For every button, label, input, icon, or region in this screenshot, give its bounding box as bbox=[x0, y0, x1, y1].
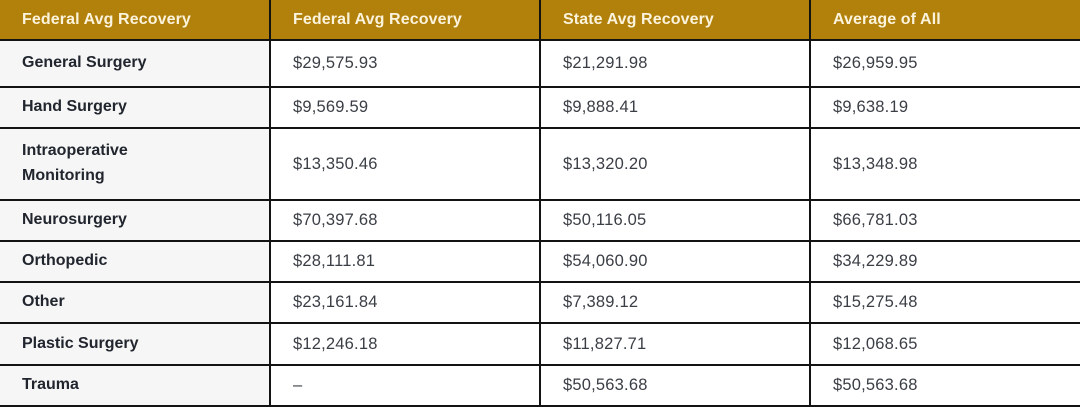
row-category-label: Neurosurgery bbox=[22, 211, 127, 229]
column-header-category: Federal Avg Recovery bbox=[0, 0, 271, 41]
state-avg-recovery-value: $21,291.98 bbox=[539, 39, 811, 88]
table-row: Neurosurgery $70,397.68 $50,116.05 $66,7… bbox=[0, 199, 1080, 242]
row-category-label: Trauma bbox=[22, 376, 79, 394]
row-category-cell: Intraoperative Monitoring bbox=[0, 127, 271, 201]
row-category-label: General Surgery bbox=[22, 54, 147, 72]
table-row: Orthopedic $28,111.81 $54,060.90 $34,229… bbox=[0, 240, 1080, 283]
federal-avg-recovery-value: $23,161.84 bbox=[269, 281, 541, 324]
row-category-label: Hand Surgery bbox=[22, 98, 127, 116]
column-header-average-of-all: Average of All bbox=[809, 0, 1080, 41]
row-category-cell: Neurosurgery bbox=[0, 199, 271, 242]
table-row: Other $23,161.84 $7,389.12 $15,275.48 bbox=[0, 281, 1080, 324]
federal-avg-recovery-value: – bbox=[269, 364, 541, 407]
federal-avg-recovery-value: $28,111.81 bbox=[269, 240, 541, 283]
state-avg-recovery-value: $13,320.20 bbox=[539, 127, 811, 201]
federal-avg-recovery-value: $29,575.93 bbox=[269, 39, 541, 88]
column-header-federal-avg-recovery: Federal Avg Recovery bbox=[269, 0, 541, 41]
table-row: Plastic Surgery $12,246.18 $11,827.71 $1… bbox=[0, 322, 1080, 366]
federal-avg-recovery-value: $13,350.46 bbox=[269, 127, 541, 201]
row-category-label: Intraoperative Monitoring bbox=[22, 142, 128, 184]
table-row: Intraoperative Monitoring $13,350.46 $13… bbox=[0, 127, 1080, 201]
federal-avg-recovery-value: $9,569.59 bbox=[269, 86, 541, 129]
state-avg-recovery-value: $11,827.71 bbox=[539, 322, 811, 366]
state-avg-recovery-value: $50,563.68 bbox=[539, 364, 811, 407]
row-category-cell: Orthopedic bbox=[0, 240, 271, 283]
row-category-cell: Trauma bbox=[0, 364, 271, 407]
row-category-label: Other bbox=[22, 293, 65, 311]
table-row: Trauma – $50,563.68 $50,563.68 bbox=[0, 364, 1080, 407]
table-header-row: Federal Avg Recovery Federal Avg Recover… bbox=[0, 0, 1080, 41]
table-row: General Surgery $29,575.93 $21,291.98 $2… bbox=[0, 39, 1080, 88]
table-row: Hand Surgery $9,569.59 $9,888.41 $9,638.… bbox=[0, 86, 1080, 129]
federal-avg-recovery-value: $12,246.18 bbox=[269, 322, 541, 366]
average-of-all-value: $34,229.89 bbox=[809, 240, 1080, 283]
row-category-label: Plastic Surgery bbox=[22, 334, 139, 352]
average-of-all-value: $13,348.98 bbox=[809, 127, 1080, 201]
row-category-cell: Other bbox=[0, 281, 271, 324]
table-body: General Surgery $29,575.93 $21,291.98 $2… bbox=[0, 39, 1080, 407]
federal-avg-recovery-value: $70,397.68 bbox=[269, 199, 541, 242]
average-of-all-value: $12,068.65 bbox=[809, 322, 1080, 366]
state-avg-recovery-value: $9,888.41 bbox=[539, 86, 811, 129]
average-of-all-value: $9,638.19 bbox=[809, 86, 1080, 129]
state-avg-recovery-value: $54,060.90 bbox=[539, 240, 811, 283]
average-of-all-value: $66,781.03 bbox=[809, 199, 1080, 242]
row-category-cell: Plastic Surgery bbox=[0, 322, 271, 366]
row-category-cell: Hand Surgery bbox=[0, 86, 271, 129]
row-category-cell: General Surgery bbox=[0, 39, 271, 88]
average-of-all-value: $26,959.95 bbox=[809, 39, 1080, 88]
state-avg-recovery-value: $50,116.05 bbox=[539, 199, 811, 242]
average-of-all-value: $50,563.68 bbox=[809, 364, 1080, 407]
column-header-state-avg-recovery: State Avg Recovery bbox=[539, 0, 811, 41]
row-category-label: Orthopedic bbox=[22, 252, 108, 270]
state-avg-recovery-value: $7,389.12 bbox=[539, 281, 811, 324]
average-of-all-value: $15,275.48 bbox=[809, 281, 1080, 324]
